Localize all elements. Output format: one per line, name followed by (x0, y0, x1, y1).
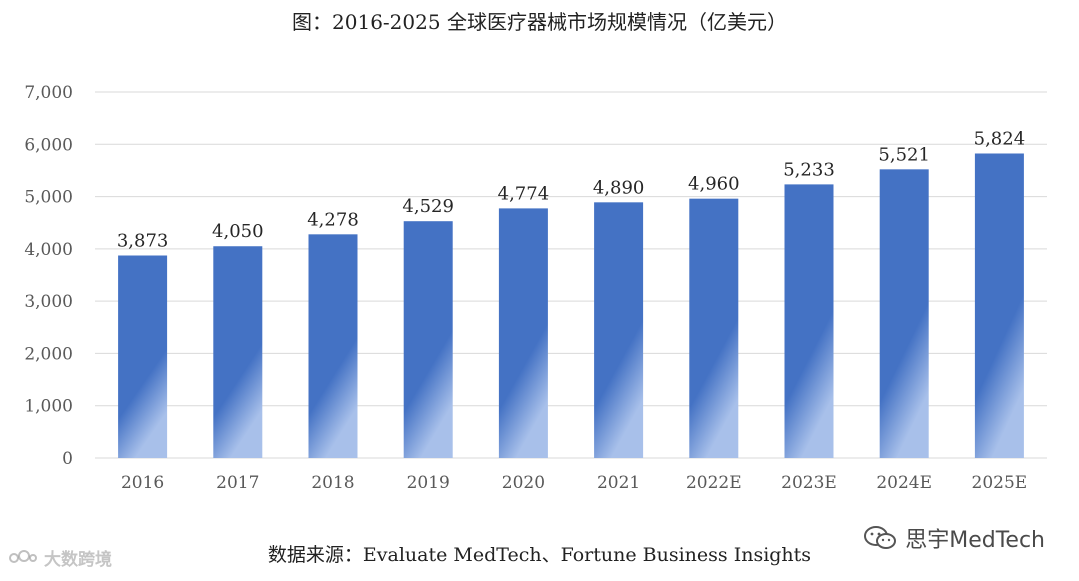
bar (879, 169, 929, 458)
data-label: 4,774 (498, 183, 550, 204)
data-label: 4,960 (688, 174, 740, 195)
bars (118, 153, 1024, 459)
y-axis-ticks: 0 1,000 2,000 3,000 4,000 5,000 6,000 7,000 (24, 83, 73, 469)
bar (784, 184, 834, 458)
bar (118, 255, 168, 458)
data-labels: 3,873 4,050 4,278 4,529 4,774 4,890 4,960 5,233… (117, 128, 1025, 251)
wechat-icon (864, 526, 897, 549)
y-tick-label: 5,000 (24, 188, 73, 208)
x-tick-label: 2023E (781, 473, 837, 493)
y-tick-label: 0 (62, 449, 73, 469)
y-tick-label: 3,000 (24, 292, 73, 312)
data-label: 5,824 (974, 128, 1026, 149)
bar (403, 221, 453, 458)
bar (308, 234, 358, 458)
bar (498, 208, 548, 458)
x-tick-label: 2020 (502, 473, 545, 493)
y-tick-label: 7,000 (24, 83, 73, 103)
data-label: 5,233 (783, 159, 835, 180)
bar (974, 153, 1024, 458)
data-label: 4,890 (593, 177, 645, 198)
x-tick-label: 2018 (311, 473, 354, 493)
bar (594, 202, 644, 458)
x-tick-label: 2017 (216, 473, 259, 493)
x-tick-label: 2019 (407, 473, 450, 493)
data-label: 3,873 (117, 230, 169, 251)
chart-title: 图：2016-2025 全球医疗器械市场规模情况（亿美元） (292, 10, 787, 34)
x-tick-label: 2022E (686, 473, 742, 493)
watermark-right: 思宇MedTech (863, 522, 1045, 554)
source-note: 数据来源：Evaluate MedTech、Fortune Business I… (267, 544, 812, 566)
data-label: 4,278 (307, 209, 359, 230)
y-tick-label: 2,000 (24, 344, 73, 364)
x-tick-label: 2025E (972, 473, 1028, 493)
bar (213, 246, 263, 458)
data-label: 4,050 (212, 221, 264, 242)
bar (689, 198, 739, 459)
watermark-left-text: 大数跨境 (44, 550, 112, 570)
watermark-right-text: 思宇MedTech (905, 528, 1045, 553)
y-tick-label: 1,000 (24, 397, 73, 417)
dashuju-logo-icon (9, 549, 37, 563)
x-axis-ticks: 2016 2017 2018 2019 2020 2021 2022E 2023E 2024E 2… (121, 473, 1027, 493)
x-tick-label: 2021 (597, 473, 640, 493)
y-tick-label: 6,000 (24, 135, 73, 155)
watermark-left: 大数跨境 (8, 545, 112, 570)
x-tick-label: 2016 (121, 473, 164, 493)
x-tick-label: 2024E (876, 473, 932, 493)
y-tick-label: 4,000 (24, 240, 73, 260)
data-label: 4,529 (402, 196, 454, 217)
data-label: 5,521 (878, 144, 930, 165)
